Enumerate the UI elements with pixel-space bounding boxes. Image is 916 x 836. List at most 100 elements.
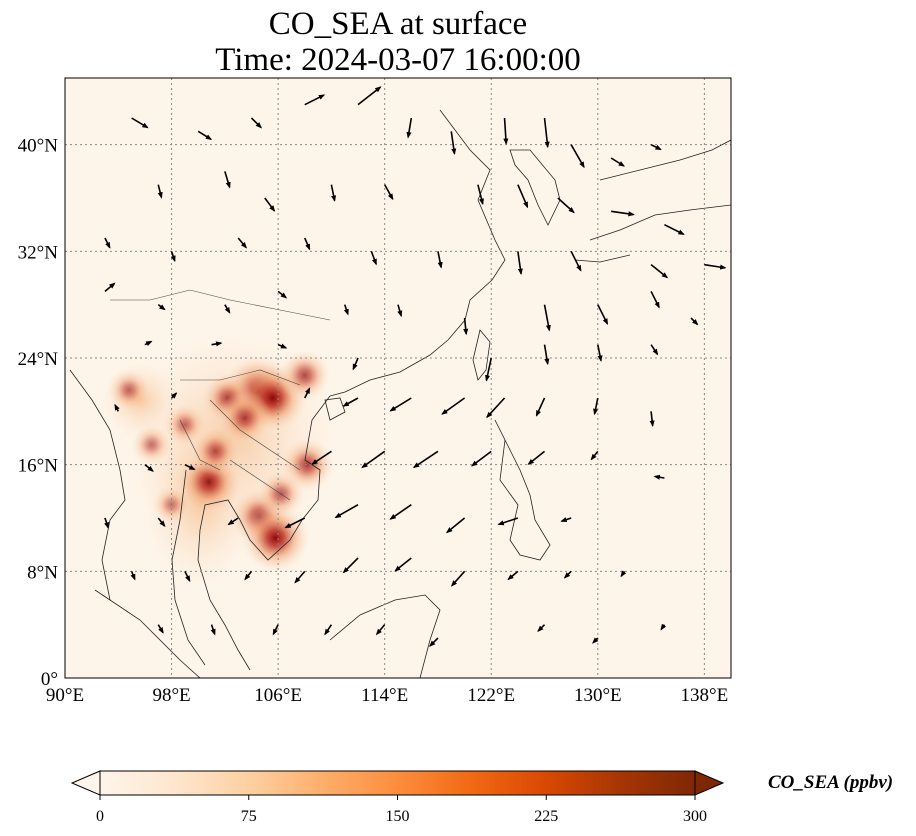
latitude-tick-labels: 0° 8°N 16°N 24°N 32°N 40°N [18, 136, 59, 690]
lon-tick-label: 138°E [681, 685, 729, 706]
wind-arrow-30 [650, 264, 669, 279]
wind-arrow-70 [104, 517, 109, 529]
taiwan [472, 329, 491, 381]
wind-arrow-28 [517, 251, 523, 276]
wind-arrow-69 [653, 474, 665, 480]
lon-tick-label: 98°E [152, 685, 190, 706]
wind-arrow-39 [543, 304, 551, 332]
wind-arrow-85 [450, 570, 466, 587]
sumatra [94, 589, 201, 678]
colorbar-label: CO_SEA (ppbv) [768, 772, 893, 793]
wind-arrow-2 [250, 117, 262, 129]
wind-arrow-84 [394, 557, 412, 572]
wind-arrow-35 [277, 290, 288, 299]
wind-arrow-57 [486, 397, 506, 419]
wind-arrow-83 [342, 557, 359, 574]
wind-arrow-6 [450, 131, 457, 156]
lat-tick-label: 24°N [18, 349, 59, 370]
wind-arrow-55 [389, 397, 412, 412]
wind-arrow-10 [610, 157, 626, 167]
hotspot-6 [240, 503, 311, 573]
wind-arrow-89 [157, 624, 164, 634]
wind-arrow-18 [517, 184, 529, 209]
wind-arrow-38 [463, 317, 469, 336]
co-concentration-hotspots [107, 349, 335, 573]
hotspot-9 [163, 402, 207, 447]
colorbar-min-extend [70, 770, 101, 796]
colorbar-tick-label: 225 [534, 808, 558, 825]
hotspot-14 [190, 426, 241, 477]
map-frame [64, 77, 732, 679]
colorbar: 0 75 150 225 300 CO_SEA (ppbv) [70, 770, 893, 825]
wind-arrow-76 [446, 517, 466, 534]
wind-arrow-0 [131, 117, 149, 129]
wind-arrow-14 [264, 197, 276, 212]
philippines [494, 419, 551, 561]
hotspot-10 [107, 368, 151, 412]
wind-arrow-97 [660, 623, 667, 631]
hotspot-11 [130, 424, 173, 466]
wind-arrow-3 [304, 94, 326, 106]
wind-arrow-15 [330, 184, 337, 202]
wind-arrow-32 [104, 282, 116, 292]
inner-borders [110, 289, 331, 501]
wind-arrow-48 [543, 344, 550, 366]
wind-arrow-82 [294, 570, 306, 584]
wind-arrow-88 [620, 570, 627, 578]
wind-arrow-96 [592, 637, 599, 644]
wind-arrow-25 [304, 237, 311, 251]
wind-arrow-11 [650, 143, 662, 151]
wind-arrow-7 [503, 117, 509, 145]
lon-tick-label: 106°E [254, 685, 302, 706]
wind-arrow-65 [412, 450, 439, 469]
lon-tick-label: 130°E [574, 685, 622, 706]
wind-arrow-40 [597, 304, 609, 326]
wind-arrow-41 [650, 290, 660, 309]
wind-arrow-67 [527, 450, 546, 465]
wind-arrow-73 [284, 517, 306, 529]
korea [509, 149, 561, 226]
wind-arrow-94 [429, 637, 439, 647]
wind-arrow-53 [304, 387, 311, 399]
malay-peninsula-west [171, 469, 206, 666]
wind-arrow-43 [144, 340, 153, 347]
wind-arrow-95 [537, 624, 546, 632]
lon-tick-label: 122°E [467, 685, 515, 706]
lat-tick-label: 8°N [27, 562, 58, 583]
wind-arrow-36 [343, 304, 349, 316]
wind-arrow-79 [130, 571, 136, 581]
wind-arrow-74 [334, 503, 359, 519]
wind-arrow-33 [157, 304, 166, 311]
wind-arrow-81 [244, 570, 253, 581]
wind-arrow-31 [704, 263, 727, 270]
wind-arrow-22 [104, 237, 111, 249]
hotspot-13 [278, 349, 331, 402]
wind-arrow-56 [441, 397, 466, 415]
japan [574, 139, 731, 263]
lon-tick-label: 90°E [46, 685, 84, 706]
lat-tick-label: 0° [41, 669, 58, 690]
wind-arrow-42 [690, 317, 699, 326]
wind-arrow-44 [211, 341, 223, 347]
wind-arrow-4 [357, 86, 382, 106]
wind-arrow-80 [184, 570, 191, 583]
gridlines [65, 78, 731, 678]
wind-vectors [104, 86, 727, 647]
wind-arrow-71 [157, 517, 166, 527]
wind-arrow-66 [471, 450, 492, 467]
colorbar-ticks: 0 75 150 225 300 [96, 795, 707, 825]
borneo [329, 594, 441, 678]
wind-arrow-60 [649, 411, 655, 428]
wind-arrow-17 [477, 184, 484, 206]
wind-arrow-86 [507, 570, 519, 581]
hotspot-3 [217, 390, 273, 446]
wind-arrow-51 [114, 403, 120, 412]
lat-tick-label: 16°N [18, 456, 59, 477]
wind-arrow-52 [170, 392, 178, 399]
lon-tick-label: 114°E [361, 685, 408, 706]
colorbar-tick-label: 150 [386, 808, 410, 825]
colorbar-tick-label: 300 [683, 808, 707, 825]
wind-arrow-37 [397, 304, 403, 318]
wind-arrow-49 [597, 344, 603, 362]
